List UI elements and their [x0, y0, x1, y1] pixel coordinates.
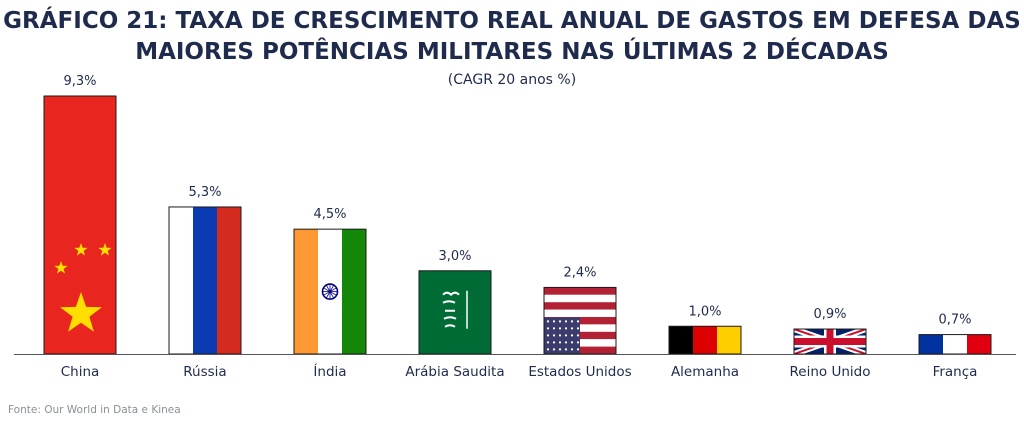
flag-uk: [794, 329, 866, 354]
bar: [418, 270, 492, 355]
flag-india: [294, 229, 366, 354]
bar: [668, 325, 742, 355]
flag-germany: [669, 326, 741, 354]
category-label: Rússia: [183, 364, 226, 380]
category-label: Alemanha: [671, 364, 739, 380]
data-label: 1,0%: [688, 304, 721, 319]
category-label: Estados Unidos: [528, 364, 631, 380]
bar: [293, 228, 367, 355]
flag-usa: [544, 287, 616, 354]
source-note: Fonte: Our World in Data e Kinea: [8, 404, 181, 416]
flag-russia: [169, 206, 241, 354]
bar: [168, 206, 242, 355]
bar: [43, 95, 117, 355]
bar: [543, 286, 617, 355]
flag-china: [44, 96, 116, 354]
data-label: 0,7%: [938, 313, 971, 328]
category-label: França: [933, 364, 978, 380]
data-label: 5,3%: [188, 185, 221, 200]
data-label: 2,4%: [563, 265, 596, 280]
category-label: Índia: [313, 363, 346, 380]
bar: [918, 334, 992, 355]
data-label: 9,3%: [63, 74, 96, 89]
bar-chart: 9,3% China 5,3% Rússia 4,5% Índia 3,0% Arábia S…: [14, 74, 1016, 380]
flag-saudi-arabia: [419, 270, 491, 354]
chart-title: GRÁFICO 21: TAXA DE CRESCIMENTO REAL ANU…: [0, 6, 1024, 68]
flag-france: [919, 334, 991, 354]
chart-title-line-1: GRÁFICO 21: TAXA DE CRESCIMENTO REAL ANU…: [3, 8, 1021, 34]
bar: [793, 328, 867, 355]
data-label: 3,0%: [438, 249, 471, 264]
data-label: 4,5%: [313, 207, 346, 222]
chart-title-line-2: MAIORES POTÊNCIAS MILITARES NAS ÚLTIMAS …: [135, 39, 889, 65]
chart-subtitle: (CAGR 20 anos %): [447, 72, 577, 88]
category-label: Arábia Saudita: [405, 364, 504, 380]
category-label: Reino Unido: [790, 364, 871, 380]
category-label: China: [61, 364, 100, 380]
data-label: 0,9%: [813, 307, 846, 322]
